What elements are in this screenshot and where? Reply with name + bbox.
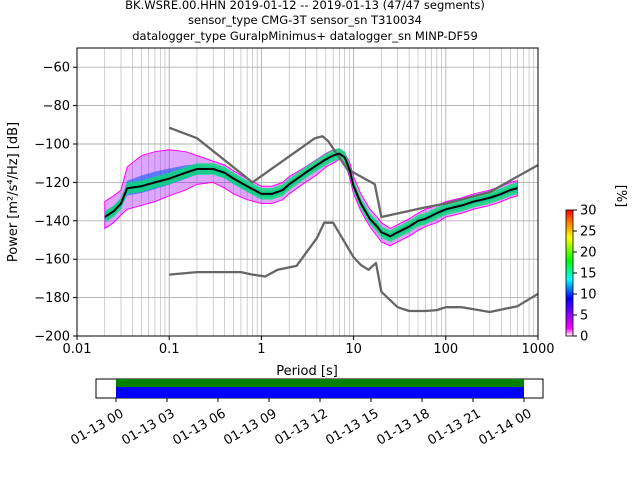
timeline-tick-label: 01-13 12 <box>272 406 330 448</box>
timeline-tick-label: 01-13 15 <box>323 406 381 448</box>
y-axis-ticks: −60 −80 −100 −120 −140 −160 −180 −200 <box>34 61 77 345</box>
y-tick-label: −160 <box>34 253 70 268</box>
colorbar-ticks: 0 5 10 15 20 25 30 <box>573 204 597 345</box>
plot-area: 0.01 0.1 1 10 100 1000 −60 −80 −100 −120 −140 −160… <box>34 47 555 357</box>
colorbar-tick-label: 25 <box>580 225 597 240</box>
title-line-2: sensor_type CMG-3T sensor_sn T310034 <box>188 13 422 27</box>
y-tick-label: −60 <box>43 61 70 76</box>
timeline-tick-label: 01-13 03 <box>119 406 177 448</box>
timeline-tick-label: 01-13 00 <box>68 406 126 448</box>
title-line-3: datalogger_type GuralpMinimus+ datalogge… <box>132 29 478 43</box>
timeline-tick-label: 01-14 00 <box>476 406 534 448</box>
timeline-tick-label: 01-13 09 <box>221 406 279 448</box>
x-tick-label: 0.01 <box>63 342 92 357</box>
timeline-tick-label: 01-13 21 <box>425 406 483 448</box>
series-line-noise-model-low <box>169 221 538 314</box>
colorbar-tick-label: 0 <box>580 330 588 345</box>
plot-frame <box>76 47 539 337</box>
x-tick-label: 1000 <box>521 342 554 357</box>
timeline-tick-label: 01-13 18 <box>374 406 432 448</box>
grid-lines <box>76 48 538 337</box>
y-axis-label: Power [m²/s⁴/Hz] [dB] <box>6 122 21 262</box>
colorbar-tick-label: 15 <box>580 267 597 282</box>
colorbar-tick-label: 30 <box>580 204 597 219</box>
title-line-1: BK.WSRE.00.HHN 2019-01-12 -- 2019-01-13 … <box>125 0 485 12</box>
colorbar-gradient <box>565 209 574 337</box>
x-axis-label: Period [s] <box>276 364 338 379</box>
x-tick-label: 1 <box>257 342 265 357</box>
y-tick-label: −140 <box>34 214 70 229</box>
colorbar-tick-label: 20 <box>580 246 597 261</box>
y-tick-label: −180 <box>34 291 70 306</box>
series-line-mode <box>104 152 518 238</box>
series-line-noise-model-high <box>168 126 538 219</box>
coverage-bar-green <box>116 379 524 387</box>
x-tick-label: 10 <box>345 342 362 357</box>
colorbar: 0 5 10 15 20 25 30 [%] <box>565 185 628 345</box>
x-axis-ticks: 0.01 0.1 1 10 100 1000 <box>63 336 555 357</box>
y-tick-label: −100 <box>34 138 70 153</box>
colorbar-tick-label: 10 <box>580 288 597 303</box>
y-tick-label: −200 <box>34 330 70 345</box>
timeline-tick-label: 01-13 06 <box>170 406 228 448</box>
x-tick-label: 100 <box>433 342 458 357</box>
y-tick-label: −120 <box>34 176 70 191</box>
series-lines <box>104 126 538 314</box>
x-tick-label: 0.1 <box>159 342 180 357</box>
y-tick-label: −80 <box>43 99 70 114</box>
coverage-bar-blue <box>116 387 524 398</box>
colorbar-label: [%] <box>613 185 628 208</box>
density-band-core <box>104 147 518 242</box>
plot-background <box>77 48 538 336</box>
colorbar-tick-label: 5 <box>580 309 588 324</box>
